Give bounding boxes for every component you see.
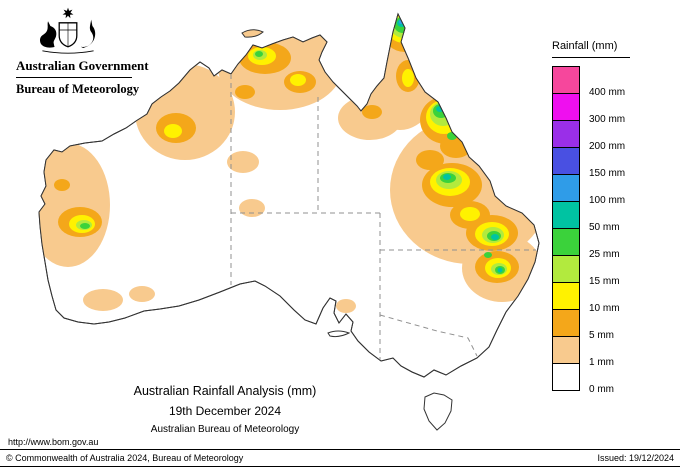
legend-swatch-5 [552, 309, 580, 337]
emu-icon [80, 19, 96, 48]
legend-label: 0 mm [589, 384, 614, 395]
legend-swatch-150 [552, 147, 580, 175]
map-caption: Australian Rainfall Analysis (mm) 19th D… [60, 384, 390, 435]
legend-label: 100 mm [589, 195, 626, 206]
government-title: Australian Government [16, 58, 149, 73]
melville-island [241, 29, 264, 38]
bom-url: http://www.bom.gov.au [8, 437, 99, 447]
legend-title: Rainfall (mm) [552, 40, 630, 58]
legend-label: 50 mm [589, 222, 620, 233]
issued-text: Issued: 19/12/2024 [597, 453, 674, 463]
legend-label: 1 mm [589, 357, 614, 368]
coat-of-arms-icon [40, 7, 96, 54]
legend-swatch-15 [552, 255, 580, 283]
footer-bar: © Commonwealth of Australia 2024, Bureau… [0, 449, 680, 467]
legend-label: 400 mm [589, 87, 626, 98]
legend-color-scale [552, 66, 580, 391]
legend-swatch-200 [552, 120, 580, 148]
legend-swatch-400 [552, 66, 580, 94]
legend-label: 5 mm [589, 330, 614, 341]
legend-swatch-0 [552, 363, 580, 391]
legend-label: 25 mm [589, 249, 620, 260]
legend-label: 15 mm [589, 276, 620, 287]
coastline [38, 12, 540, 378]
rainfall-map [38, 12, 540, 431]
shield-quarter-lines [59, 22, 77, 47]
state-borders [230, 74, 536, 360]
legend-swatch-1 [552, 336, 580, 364]
legend-label: 10 mm [589, 303, 620, 314]
caption-source: Australian Bureau of Meteorology [150, 424, 300, 435]
crest-banner [42, 50, 94, 54]
caption-date: 19th December 2024 [168, 404, 282, 418]
rainfall-legend: Rainfall (mm) 400 mm 300 mm 200 mm [552, 40, 677, 395]
commonwealth-star-icon [62, 7, 74, 19]
kangaroo-island [327, 330, 351, 338]
kangaroo-icon [40, 21, 57, 48]
legend-swatch-10 [552, 282, 580, 310]
bureau-title: Bureau of Meteorology [16, 82, 140, 96]
branding-divider [16, 77, 132, 78]
tasmania [423, 392, 453, 431]
copyright-text: © Commonwealth of Australia 2024, Bureau… [6, 453, 244, 463]
legend-swatch-50 [552, 201, 580, 229]
caption-title: Australian Rainfall Analysis (mm) [133, 384, 317, 398]
legend-label: 150 mm [589, 168, 626, 179]
legend-label: 300 mm [589, 114, 626, 125]
legend-label: 200 mm [589, 141, 626, 152]
legend-swatch-100 [552, 174, 580, 202]
legend-labels: 400 mm 300 mm 200 mm 150 mm 100 mm 50 mm… [589, 66, 626, 395]
legend-swatch-300 [552, 93, 580, 121]
legend-swatch-25 [552, 228, 580, 256]
